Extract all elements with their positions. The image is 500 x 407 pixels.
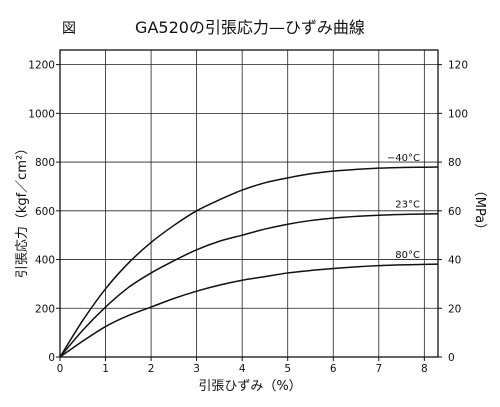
y-tick-label: 1200	[28, 60, 55, 72]
x-tick-label: 1	[102, 363, 109, 375]
x-tick-label: 7	[375, 363, 382, 375]
y2-axis-label: （MPa）	[472, 184, 487, 236]
series-label: 23°C	[395, 200, 420, 211]
y2-tick-label: 20	[448, 303, 461, 315]
y-tick-label: 600	[35, 206, 55, 218]
x-tick-label: 5	[284, 363, 291, 375]
x-tick-label: 0	[57, 363, 64, 375]
x-tick-label: 8	[421, 363, 428, 375]
series-line	[59, 263, 439, 358]
series-line	[59, 212, 439, 358]
y2-tick-label: 120	[448, 60, 468, 72]
y2-tick-label: 80	[448, 157, 461, 169]
plot-frame	[59, 49, 439, 358]
y2-tick-label: 40	[448, 255, 461, 267]
x-tick-label: 2	[148, 363, 155, 375]
y-tick-label: 800	[35, 157, 55, 169]
y-tick-label: 200	[35, 303, 55, 315]
y2-tick-label: 0	[448, 352, 455, 364]
y-tick-label: 400	[35, 255, 55, 267]
x-tick-label: 4	[239, 363, 246, 375]
y-tick-label: 1000	[28, 108, 55, 120]
y-axis-label: 引張応力（kgf／cm²）	[15, 142, 30, 278]
x-tick-label: 3	[193, 363, 200, 375]
figure-label: 図	[62, 21, 76, 37]
y2-tick-label: 60	[448, 206, 461, 218]
x-tick-label: 6	[330, 363, 337, 375]
series-line	[59, 166, 439, 358]
y-tick-label: 0	[48, 352, 55, 364]
series-label: −40°C	[387, 153, 420, 164]
x-axis-label: 引張ひずみ（%）	[198, 379, 301, 394]
chart-title: GA520の引張応力—ひずみ曲線	[135, 18, 365, 37]
series-label: 80°C	[395, 250, 420, 261]
y2-tick-label: 100	[448, 108, 468, 120]
